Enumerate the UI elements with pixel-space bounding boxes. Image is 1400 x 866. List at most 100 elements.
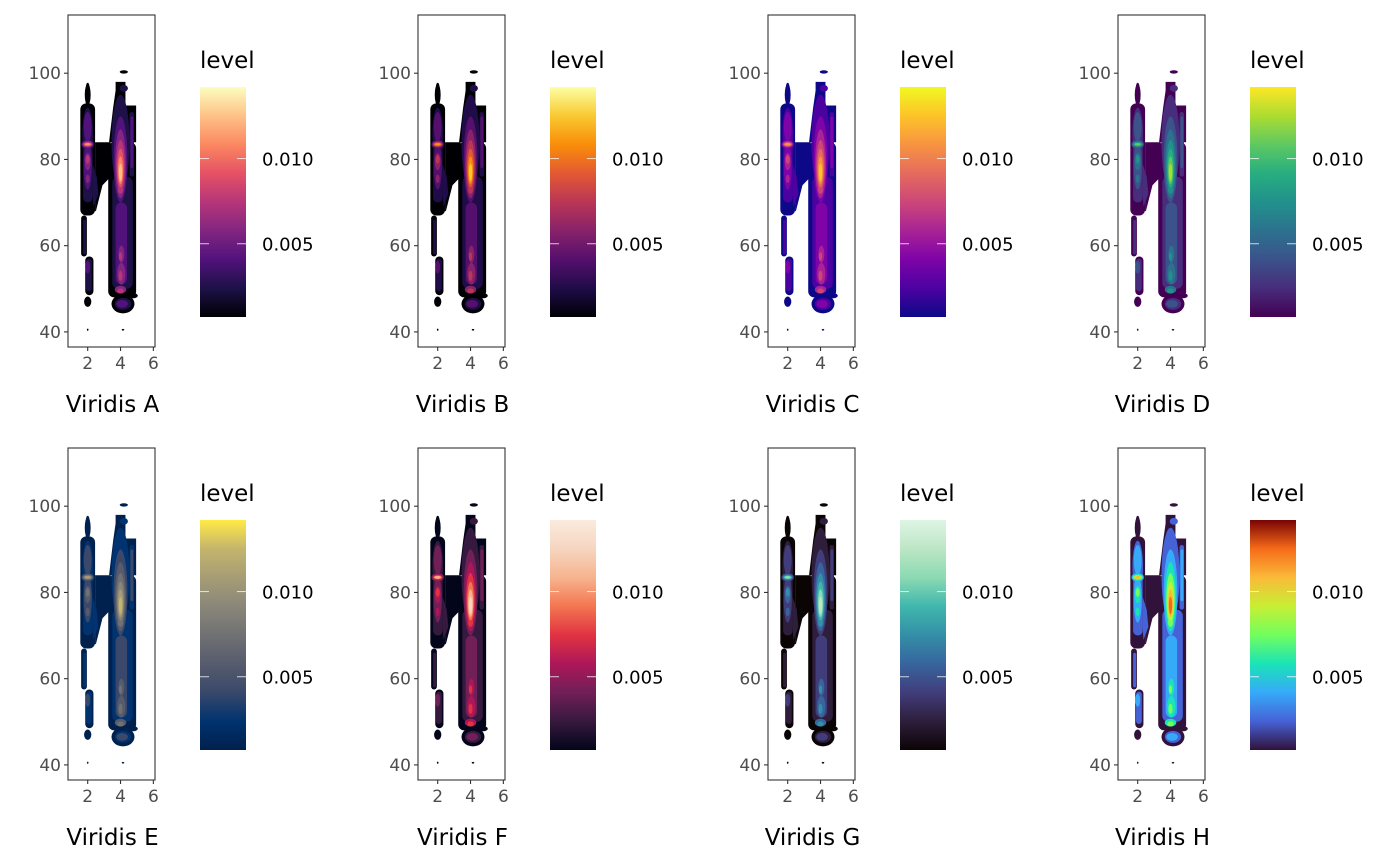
contour-region [1136, 82, 1140, 90]
x-tick-label: 2 [1132, 354, 1143, 374]
colorbar-tick-label: 0.005 [962, 668, 1014, 689]
contour-region [795, 142, 811, 212]
colorbar-legend: level 0.005 0.010 [550, 48, 664, 317]
contour-region [436, 515, 440, 523]
x-tick-label: 4 [1165, 354, 1176, 374]
contour-region [445, 142, 461, 212]
contour-region [118, 685, 123, 694]
contour-region [821, 328, 825, 331]
y-tick-label: 80 [39, 150, 61, 170]
panel-border [417, 14, 506, 348]
contour-region [1135, 260, 1141, 274]
legend-title: level [1250, 48, 1305, 74]
contour-region [1171, 761, 1175, 764]
y-tick-label: 100 [729, 64, 761, 84]
contour-region [433, 219, 437, 255]
x-tick-label: 2 [1132, 787, 1143, 807]
contour-region [435, 693, 441, 707]
contour-region [784, 729, 792, 740]
x-tick-label: 4 [115, 787, 126, 807]
colorbar [1250, 87, 1296, 317]
x-tick-label: 6 [848, 354, 859, 374]
legend-title: level [550, 48, 605, 74]
y-tick-label: 40 [1089, 323, 1111, 343]
contour-region [85, 607, 90, 617]
contour-region [116, 300, 128, 308]
contour-region [467, 721, 474, 727]
contour-region [119, 70, 128, 74]
contour-region [433, 545, 442, 576]
contour-region [119, 84, 128, 92]
contour-region [1133, 112, 1142, 143]
contour-region [1142, 596, 1149, 640]
contour-region [118, 185, 123, 194]
contour-region [86, 328, 89, 331]
x-tick-label: 4 [1165, 787, 1176, 807]
contour-region [478, 293, 488, 299]
contour-region [130, 549, 134, 602]
density-contours [430, 503, 488, 764]
contour-region [130, 116, 134, 169]
y-tick-label: 40 [739, 756, 761, 776]
y-tick-label: 80 [389, 150, 411, 170]
density-contours [780, 70, 838, 331]
density-contours [430, 70, 488, 331]
panel-title: Viridis F [417, 825, 508, 851]
contour-region [1135, 174, 1140, 184]
legend-title: level [900, 48, 955, 74]
colorbar-legend: level 0.005 0.010 [200, 48, 314, 317]
contour-region [84, 576, 91, 579]
colorbar [200, 87, 246, 317]
contour-region [1134, 296, 1142, 307]
contour-region [786, 515, 790, 523]
contour-band-level-8 [118, 596, 123, 615]
contour-region [434, 516, 441, 539]
contour-region [435, 607, 440, 617]
contour-region [784, 143, 791, 146]
contour-region [92, 163, 99, 207]
contour-region [434, 576, 441, 579]
colorbar-legend: level 0.005 0.010 [550, 481, 664, 750]
panel-title: Viridis C [766, 392, 860, 418]
contour-region [466, 733, 478, 741]
panel-title: Viridis H [1115, 825, 1210, 851]
colorbar-tick-label: 0.010 [962, 150, 1014, 171]
contour-region [85, 155, 90, 164]
contour-region [83, 545, 92, 576]
contour-region [818, 596, 823, 615]
x-tick-label: 6 [148, 354, 159, 374]
contour-region [467, 288, 474, 294]
contour-region [436, 82, 440, 90]
x-tick-label: 4 [115, 354, 126, 374]
contour-region [83, 652, 87, 688]
contour-region [466, 300, 478, 308]
y-tick-label: 60 [1089, 670, 1111, 690]
contour-region [468, 596, 473, 615]
legend-title: level [550, 481, 605, 507]
contour-region [1168, 185, 1173, 194]
contour-region [86, 515, 90, 523]
colorbar-legend: level 0.005 0.010 [900, 481, 1014, 750]
contour-region [830, 116, 834, 169]
contour-region [445, 575, 461, 645]
contour-band-level-8 [1168, 596, 1173, 615]
y-tick-label: 40 [739, 323, 761, 343]
colorbar [900, 520, 946, 750]
panel-title: Viridis D [1115, 392, 1210, 418]
contour-region [434, 143, 441, 146]
contour-region [85, 260, 91, 274]
contour-region [1165, 202, 1178, 285]
contour-region [468, 618, 473, 627]
y-tick-label: 100 [1079, 64, 1111, 84]
contour-region [118, 596, 123, 615]
contour-region [816, 733, 828, 741]
contour-region [85, 588, 90, 597]
panel-b: 40 60 80 100 2 4 6 Viridis B level 0.005 0.010 [379, 14, 664, 418]
contour-region [783, 112, 792, 143]
contour-band-level-8 [468, 596, 473, 615]
colorbar [550, 520, 596, 750]
contour-region [818, 270, 823, 282]
contour-region [434, 296, 442, 307]
contour-region [469, 517, 478, 525]
colorbar [200, 520, 246, 750]
